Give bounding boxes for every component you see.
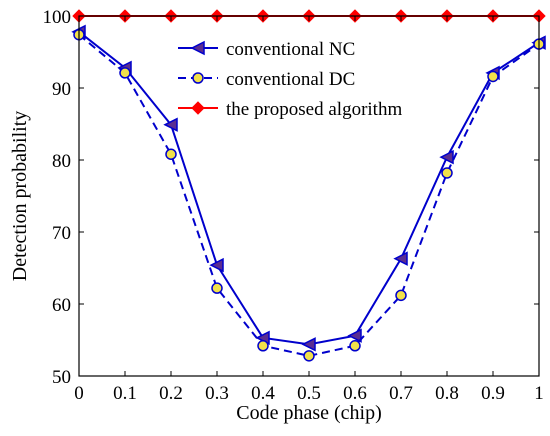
data-point [304,351,314,361]
data-point [258,341,268,351]
x-tick-label: 0.7 [389,383,413,404]
x-tick-label: 0.6 [343,383,367,404]
x-tick-label: 0.2 [159,383,183,404]
x-tick-label: 0 [74,383,84,404]
legend-label: the proposed algorithm [226,99,402,120]
y-tick-label: 80 [52,151,71,172]
y-tick-label: 70 [52,223,71,244]
y-tick-label: 90 [52,79,71,100]
x-tick-label: 1 [534,383,544,404]
data-point [488,71,498,81]
legend-marker [193,73,203,83]
x-tick-label: 0.9 [481,383,505,404]
x-tick-label: 0.1 [113,383,137,404]
data-point [350,341,360,351]
legend-label: conventional DC [226,69,355,90]
y-tick-label: 50 [52,367,71,388]
x-tick-label: 0.4 [251,383,275,404]
x-axis-label: Code phase (chip) [236,402,382,424]
legend-label: conventional NC [226,39,355,60]
x-tick-label: 0.8 [435,383,459,404]
data-point [166,149,176,159]
y-tick-label: 100 [43,7,72,28]
x-tick-label: 0.3 [205,383,229,404]
data-point [396,290,406,300]
data-point [442,168,452,178]
y-tick-label: 60 [52,295,71,316]
data-point [120,68,130,78]
x-tick-label: 0.5 [297,383,321,404]
data-point [212,283,222,293]
y-axis-label: Detection probability [9,111,31,282]
